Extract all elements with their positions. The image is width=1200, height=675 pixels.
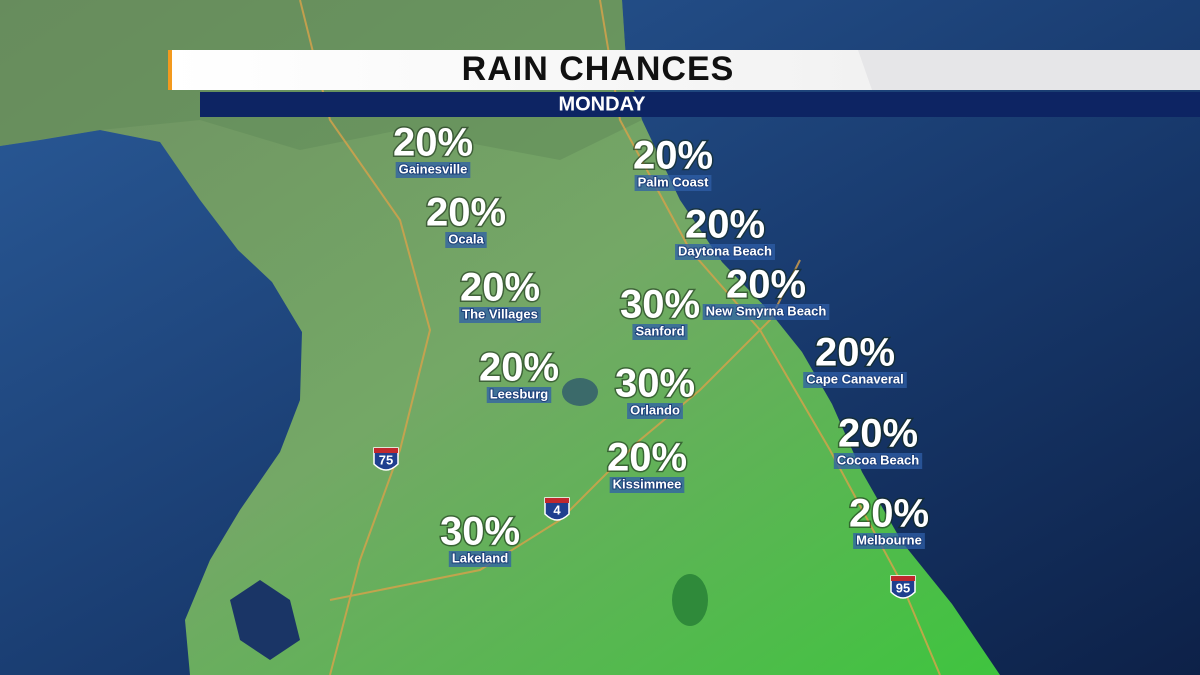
highway-shield [890,575,916,599]
highway-shield [373,447,399,471]
rain-chance: 20% [838,412,918,456]
rain-chance: 20% [726,263,806,307]
lake [672,574,708,626]
land [0,0,1000,675]
title: RAIN CHANCES [462,50,735,88]
highway-shield [544,497,570,521]
city-name: Cape Canaveral [806,371,904,386]
city-name: Palm Coast [638,174,709,189]
rain-chance: 30% [440,510,520,554]
header-accent [168,50,172,90]
subtitle: MONDAY [558,93,646,115]
city-label-bg [833,453,923,469]
rain-chance: 20% [460,266,540,310]
city-name: Daytona Beach [678,243,772,258]
city-name: The Villages [462,306,538,321]
city-name: Gainesville [399,161,468,176]
city-label-bg [632,324,688,340]
tampa-bay [230,580,300,660]
city-label-bg [634,175,712,191]
city-label-bg [609,477,685,493]
city-label-bg [395,162,471,178]
rain-chance: 20% [633,134,713,178]
rain-chance: 30% [620,283,700,327]
city-label-bg [486,387,552,403]
city-name: Lakeland [452,550,508,565]
city-label-bg [675,244,775,260]
rain-chance: 20% [393,121,473,165]
highway-shield-top [891,576,915,581]
city-name: Orlando [630,402,680,417]
highway-number: 4 [553,502,561,517]
rain-chance: 20% [426,191,506,235]
city-label-bg [627,403,683,419]
city-name: Sanford [635,323,684,338]
city-name: Kissimmee [613,476,682,491]
city-name: Melbourne [856,532,922,547]
city-label-bg [702,304,830,320]
rain-chance: 20% [685,203,765,247]
header-bar [168,50,872,90]
rain-chance: 20% [479,346,559,390]
highway-number: 95 [896,580,910,595]
city-name: Cocoa Beach [837,452,919,467]
city-label-bg [448,551,512,567]
highway-shield-top [374,448,398,453]
city-name: Leesburg [490,386,549,401]
rain-chance: 30% [615,362,695,406]
city-label-bg [853,533,925,549]
city-label-bg [803,372,907,388]
highway-shield-top [545,498,569,503]
lake [562,378,598,406]
city-name: New Smyrna Beach [706,303,827,318]
city-name: Ocala [448,231,484,246]
rain-chance: 20% [815,331,895,375]
highway-number: 75 [379,452,393,467]
rain-chance: 20% [849,492,929,536]
city-label-bg [445,232,487,248]
city-label-bg [459,307,541,323]
rain-chance: 20% [607,436,687,480]
subheader-bar [200,92,1200,117]
